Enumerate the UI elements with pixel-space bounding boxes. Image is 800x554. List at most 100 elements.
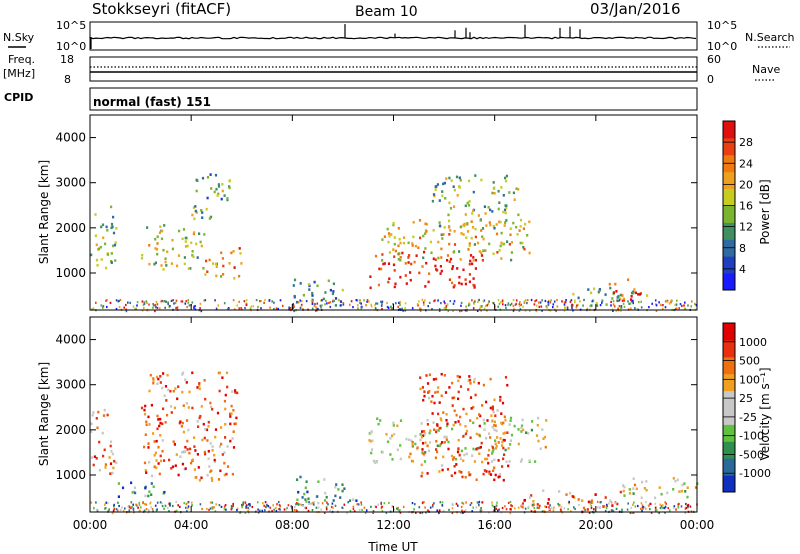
- heatmap-cell: [101, 306, 104, 309]
- heatmap-cell: [547, 303, 550, 306]
- heatmap-cell: [168, 510, 170, 513]
- y-tick-label: 3000: [55, 176, 86, 190]
- heatmap-cell: [103, 408, 106, 412]
- heatmap-cell: [225, 508, 227, 511]
- heatmap-cell: [453, 205, 456, 208]
- heatmap-cell: [110, 450, 113, 453]
- heatmap-cell: [324, 303, 326, 306]
- heatmap-cell: [655, 309, 658, 312]
- heatmap-cell: [325, 299, 327, 302]
- heatmap-cell: [478, 298, 480, 301]
- heatmap-cell: [549, 301, 551, 304]
- heatmap-cell: [159, 454, 162, 458]
- heatmap-cell: [393, 242, 396, 246]
- heatmap-cell: [161, 299, 164, 303]
- heatmap-cell: [437, 412, 440, 416]
- heatmap-cell: [500, 186, 503, 189]
- heatmap-cell: [438, 221, 441, 224]
- heatmap-cell: [416, 303, 419, 306]
- heatmap-cell: [243, 300, 246, 303]
- heatmap-cell: [380, 505, 383, 508]
- heatmap-cell: [186, 448, 189, 451]
- heatmap-cell: [541, 309, 543, 312]
- heatmap-cell: [386, 227, 389, 231]
- heatmap-cell: [502, 421, 505, 425]
- heatmap-cell: [380, 507, 383, 510]
- colorbar-segment: [723, 273, 735, 291]
- heatmap-cell: [441, 504, 444, 507]
- heatmap-cell: [224, 393, 227, 397]
- heatmap-cell: [419, 309, 422, 312]
- heatmap-cell: [90, 430, 93, 433]
- heatmap-cell: [236, 507, 239, 510]
- heatmap-cell: [148, 490, 151, 493]
- heatmap-cell: [404, 262, 407, 265]
- heatmap-cell: [133, 486, 137, 489]
- heatmap-cell: [537, 439, 540, 443]
- heatmap-cell: [473, 377, 476, 381]
- heatmap-cell: [316, 307, 319, 311]
- heatmap-cell: [109, 472, 112, 475]
- heatmap-cell: [259, 300, 261, 303]
- heatmap-cell: [116, 509, 119, 512]
- heatmap-cell: [558, 503, 561, 507]
- heatmap-cell: [654, 502, 657, 505]
- heatmap-cell: [231, 390, 234, 393]
- heatmap-cell: [432, 193, 436, 196]
- noise-panel: N.Sky 10^5 10^0 10^5 10^0 N.Search: [3, 19, 795, 53]
- heatmap-cell: [470, 502, 473, 505]
- heatmap-cell: [225, 472, 228, 476]
- heatmap-cell: [191, 406, 194, 410]
- heatmap-cell: [187, 428, 190, 432]
- heatmap-cell: [541, 299, 543, 302]
- heatmap-cell: [94, 234, 97, 238]
- cpid-panel: CPID normal (fast) 151: [4, 87, 698, 111]
- heatmap-cell: [304, 498, 307, 501]
- heatmap-cell: [687, 504, 689, 508]
- heatmap-cell: [257, 305, 259, 309]
- heatmap-cell: [102, 414, 106, 417]
- heatmap-cell: [515, 299, 518, 302]
- heatmap-cell: [298, 503, 301, 506]
- heatmap-cell: [587, 288, 590, 291]
- heatmap-cell: [564, 306, 566, 309]
- colorbar-tick-label: -500: [739, 448, 764, 461]
- heatmap-cell: [664, 501, 666, 504]
- colorbar-frame: [722, 322, 736, 493]
- heatmap-cell: [357, 304, 359, 307]
- heatmap-cell: [167, 388, 170, 392]
- heatmap-cell: [504, 418, 507, 422]
- heatmap-cell: [668, 302, 671, 305]
- heatmap-cell: [493, 466, 496, 470]
- heatmap-cell: [283, 508, 286, 511]
- heatmap-cell: [396, 424, 399, 428]
- heatmap-cell: [462, 511, 464, 514]
- heatmap-cell: [478, 250, 481, 253]
- heatmap-cell: [95, 243, 98, 247]
- heatmap-cell: [456, 194, 459, 197]
- heatmap-cell: [211, 501, 214, 504]
- heatmap-cell: [181, 373, 184, 376]
- heatmap-cell: [320, 508, 322, 511]
- heatmap-cell: [100, 304, 103, 307]
- heatmap-cell: [241, 506, 243, 509]
- heatmap-cell: [474, 393, 477, 397]
- heatmap-cell: [306, 490, 309, 494]
- heatmap-cell: [550, 506, 553, 509]
- heatmap-cell: [681, 483, 684, 487]
- heatmap-cell: [560, 505, 563, 508]
- heatmap-cell: [608, 282, 611, 286]
- x-tick-label: 08:00: [275, 518, 310, 532]
- heatmap-cell: [518, 305, 521, 308]
- heatmap-cell: [467, 304, 470, 307]
- heatmap-cell: [627, 502, 629, 505]
- heatmap-cell: [464, 425, 467, 428]
- heatmap-cell: [638, 293, 641, 296]
- heatmap-cell: [175, 509, 178, 512]
- heatmap-cell: [443, 435, 446, 439]
- heatmap-cell: [469, 259, 472, 263]
- heatmap-cell: [207, 424, 210, 428]
- heatmap-cell: [299, 306, 302, 309]
- heatmap-cell: [668, 509, 671, 512]
